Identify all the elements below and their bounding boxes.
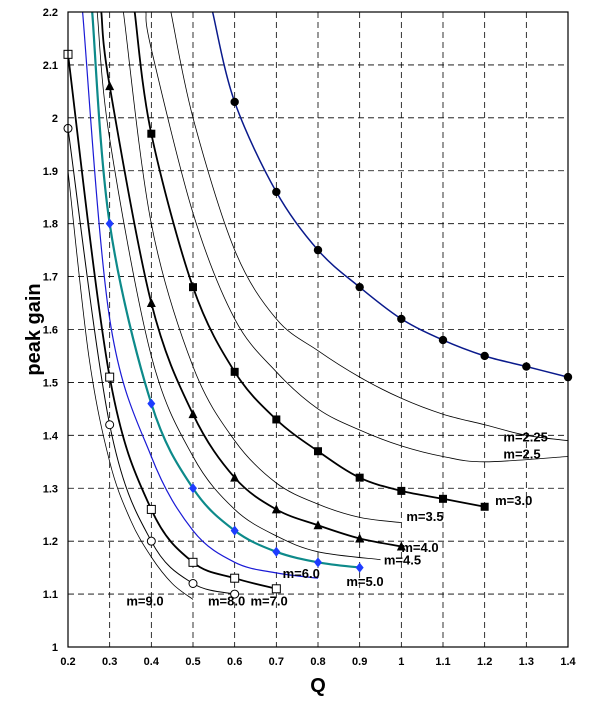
curve-label: m=2.25 [503,430,547,445]
y-tick-label: 1.5 [43,377,58,389]
x-tick-label: 1.3 [519,656,534,668]
data-point [271,504,281,514]
data-point [230,589,240,599]
data-point [188,557,198,567]
curve-label: m=4.0 [401,540,438,555]
series-line-1 [170,11,569,441]
data-point [438,335,448,345]
data-point [105,81,115,91]
data-point [272,415,281,424]
curve-label: m=3.5 [406,509,443,524]
x-tick-label: 1.4 [560,656,576,668]
y-tick-label: 2.1 [43,60,58,72]
data-point [230,472,240,482]
data-point [439,494,447,503]
data-point [396,541,406,551]
data-point [105,420,115,430]
data-point [147,398,156,409]
curve-label: m=3.0 [495,493,532,508]
x-tick-label: 0.4 [144,656,160,668]
data-point [230,367,239,376]
data-point [314,557,322,568]
data-point [314,447,322,456]
series-line-11 [67,170,194,600]
data-point [188,579,198,588]
data-point [147,129,156,138]
tick-labels: 0.2 0.3 0.4 0.5 0.6 0.7 0.8 0.9 1 1.1 1.2 1.3 1.4 1 1.… [43,7,577,668]
data-point [355,562,364,573]
curve-label: m=9.0 [126,594,163,609]
data-point [355,533,365,543]
x-tick-label: 1.2 [477,656,492,668]
y-axis-label: peak gain [23,283,45,375]
curve-label: m=7.0 [251,594,288,609]
curve-label: m=8.0 [208,594,245,609]
data-point [522,362,531,371]
data-point [189,483,197,494]
data-point [272,187,281,197]
data-point [480,502,489,511]
plot-frame [67,11,569,648]
data-point [313,520,323,530]
y-tick-label: 1 [52,642,58,654]
data-point [271,584,281,594]
data-point [230,97,239,107]
x-tick-label: 0.8 [310,656,325,668]
data-point [313,245,323,255]
series-line-2 [145,11,569,463]
y-tick-label: 1.7 [43,272,58,284]
y-tick-label: 1.9 [43,166,58,178]
y-tick-label: 2 [52,113,58,125]
data-point [230,573,240,583]
data-point [188,409,198,419]
y-tick-label: 1.8 [43,219,58,231]
x-axis-label: Q [310,675,326,697]
series-line-3 [133,11,485,508]
x-tick-label: 0.7 [269,656,284,668]
series-line-0 [211,11,569,378]
series-line-8 [82,11,319,579]
y-tick-label: 1.2 [43,536,58,548]
data-point [105,372,115,382]
series-line-7 [91,11,360,569]
curve-label: m=4.5 [384,552,421,567]
x-tick-label: 1 [398,656,404,668]
series-line-6 [96,11,381,561]
y-tick-label: 2.2 [43,7,58,19]
data-point [480,351,489,361]
series-line-4 [123,11,402,523]
curve-label: m=6.0 [283,566,320,581]
data-point [146,536,156,546]
data-point [105,218,114,229]
data-point [230,525,239,536]
data-point [397,486,406,495]
y-tick-label: 1.1 [43,589,58,601]
data-point [272,546,281,557]
x-tick-label: 0.5 [185,656,200,668]
y-tick-label: 1.4 [43,430,59,442]
x-tick-label: 0.9 [352,656,367,668]
data-point [146,504,156,514]
x-tick-label: 0.2 [60,656,75,668]
data-point [146,298,156,308]
x-tick-label: 0.6 [227,656,242,668]
data-point [397,314,406,324]
series-line-5 [100,11,402,548]
markers [63,49,573,599]
y-tick-label: 1.6 [43,325,58,337]
x-tick-label: 0.3 [102,656,117,668]
x-tick-label: 1.1 [435,656,450,668]
data-point [355,473,364,482]
y-tick-label: 1.3 [43,483,58,495]
data-point [189,283,197,292]
data-point [355,282,364,292]
curve-label: m=2.5 [503,447,540,462]
curve-label: m=5.0 [346,574,383,589]
curve-labels: m=2.25 m=2.5 m=3.0 m=3.5 m=4.0m=4.5m=5.0 m=6.… [126,430,548,609]
